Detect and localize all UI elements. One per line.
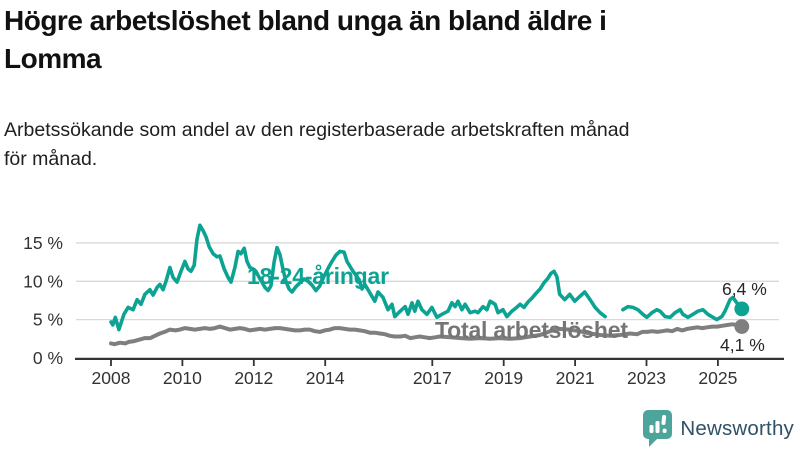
x-tick-label: 2012 xyxy=(234,368,273,388)
series-label-total: Total arbetslöshet xyxy=(435,317,628,343)
newsworthy-logo[interactable]: Newsworthy xyxy=(643,410,794,447)
x-tick-label: 2023 xyxy=(627,368,666,388)
y-tick-label: 15 % xyxy=(23,233,63,253)
end-dot-0 xyxy=(734,301,750,317)
x-tick-label: 2010 xyxy=(163,368,202,388)
series-line-1 xyxy=(109,322,744,347)
x-tick-label: 2017 xyxy=(413,368,452,388)
x-tick-label: 2014 xyxy=(306,368,345,388)
x-tick-label: 2021 xyxy=(556,368,595,388)
series-label-youth: 18-24-åringar xyxy=(247,263,389,289)
x-tick-label: 2019 xyxy=(484,368,523,388)
chart-subtitle: Arbetssökande som andel av den registerb… xyxy=(4,119,630,171)
end-value-total: 4,1 % xyxy=(720,335,765,355)
y-tick-label: 0 % xyxy=(33,348,63,368)
y-tick-label: 5 % xyxy=(33,310,63,330)
x-tick-label: 2008 xyxy=(92,368,131,388)
x-tick-label: 2025 xyxy=(698,368,737,388)
end-value-youth: 6,4 % xyxy=(722,279,767,299)
end-dot-1 xyxy=(734,319,750,334)
series-line-0 xyxy=(109,223,744,332)
y-tick-label: 10 % xyxy=(23,271,63,291)
newsworthy-bubble-chart-icon xyxy=(643,410,673,447)
chart-title: Högre arbetslöshet bland unga än bland ä… xyxy=(4,5,607,74)
newsworthy-wordmark: Newsworthy xyxy=(680,416,794,440)
